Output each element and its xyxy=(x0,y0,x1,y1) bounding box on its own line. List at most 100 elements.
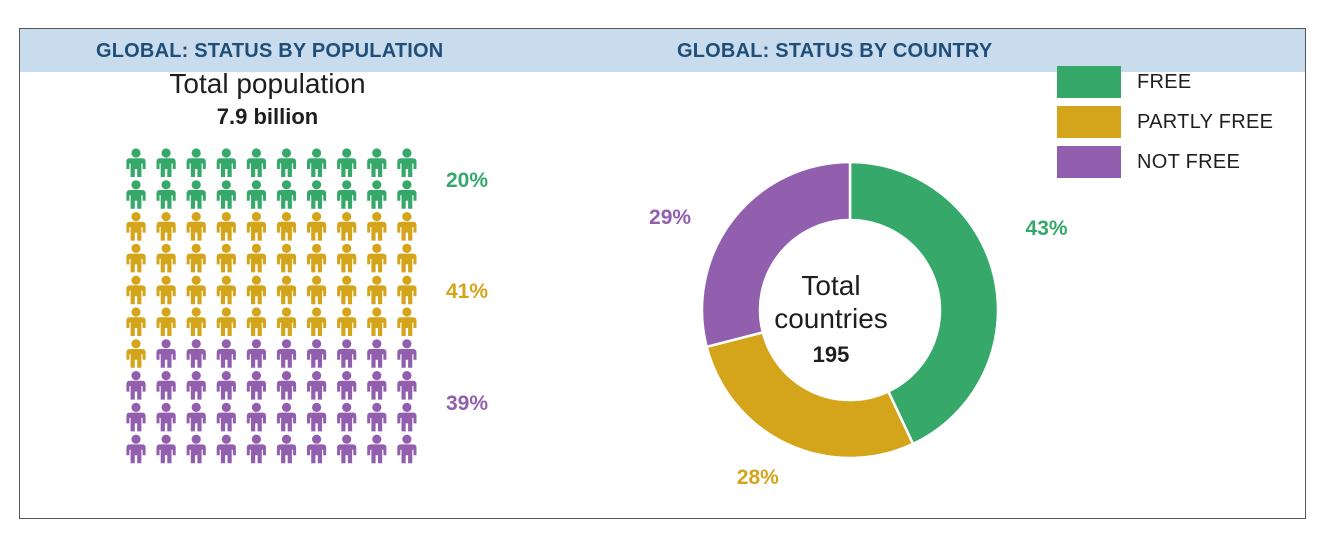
person-icon-free xyxy=(216,148,236,177)
person-icon-partly-free xyxy=(307,275,327,305)
person-icon-partly-free xyxy=(337,275,357,305)
person-icon-partly-free xyxy=(397,243,417,273)
person-icon-not-free xyxy=(246,402,266,432)
person-icon-free xyxy=(186,148,206,177)
free-population-percent: 20% xyxy=(446,168,489,192)
person-icon-partly-free xyxy=(126,275,146,305)
person-icon-partly-free xyxy=(126,212,146,241)
person-icon-partly-free xyxy=(216,275,236,305)
person-icon-partly-free xyxy=(246,275,266,305)
free-slice-label: 43% xyxy=(1025,217,1068,241)
person-icon-not-free xyxy=(126,434,146,464)
person-icon-partly-free xyxy=(216,212,236,241)
person-icon-partly-free xyxy=(276,275,297,305)
not-free-slice-label: 29% xyxy=(649,205,692,229)
person-icon-partly-free xyxy=(337,307,357,336)
person-icon-partly-free xyxy=(276,243,297,273)
person-icon-partly-free xyxy=(307,307,327,336)
person-icon-not-free xyxy=(216,402,236,432)
person-icon-not-free xyxy=(337,339,357,368)
person-icon-not-free xyxy=(216,371,236,400)
header-band: GLOBAL: STATUS BY POPULATION GLOBAL: STA… xyxy=(20,29,1305,72)
person-icon-not-free xyxy=(186,339,206,368)
person-icon-free xyxy=(126,148,146,177)
person-icon-partly-free xyxy=(126,339,146,368)
person-icon-partly-free xyxy=(186,243,206,273)
legend-label-not-free: NOT FREE xyxy=(1137,150,1241,173)
country-section-title: GLOBAL: STATUS BY COUNTRY xyxy=(677,40,993,62)
person-icon-free xyxy=(397,180,417,209)
person-icon-not-free xyxy=(397,339,417,368)
person-icon-partly-free xyxy=(307,212,327,241)
person-icon-partly-free xyxy=(186,212,206,241)
person-icon-partly-free xyxy=(186,307,206,336)
person-icon-not-free xyxy=(276,402,297,432)
person-icon-free xyxy=(397,148,417,177)
person-icon-partly-free xyxy=(367,307,387,336)
person-icon-free xyxy=(186,180,206,209)
person-icon-free xyxy=(307,148,327,177)
person-icon-not-free xyxy=(216,434,236,464)
person-icon-partly-free xyxy=(246,212,266,241)
person-icon-free xyxy=(337,180,357,209)
person-icon-not-free xyxy=(246,339,266,368)
legend-swatch-partly-free xyxy=(1057,106,1121,138)
donut-slice-not-free xyxy=(700,160,852,349)
person-icon-not-free xyxy=(156,402,176,432)
person-icon-partly-free xyxy=(246,243,266,273)
legend-label-partly-free: PARTLY FREE xyxy=(1137,110,1274,133)
person-icon-not-free xyxy=(337,434,357,464)
person-icon-free xyxy=(307,180,327,209)
person-icon-free xyxy=(126,180,146,209)
person-icon-not-free xyxy=(307,371,327,400)
person-icon-free xyxy=(216,180,236,209)
legend-label-free: FREE xyxy=(1137,70,1192,93)
person-icon-not-free xyxy=(156,339,176,368)
person-icon-partly-free xyxy=(397,275,417,305)
person-icon-partly-free xyxy=(156,212,176,241)
person-icon-free xyxy=(156,180,176,209)
person-icon-partly-free xyxy=(397,212,417,241)
person-icon-not-free xyxy=(397,402,417,432)
person-icon-not-free xyxy=(307,434,327,464)
person-icon-not-free xyxy=(246,371,266,400)
legend-item-not-free: NOT FREE xyxy=(1057,146,1273,178)
legend: FREE PARTLY FREE NOT FREE xyxy=(1057,66,1273,186)
partly-free-population-percent: 41% xyxy=(446,280,489,304)
person-icon-not-free xyxy=(397,434,417,464)
population-heading: Total population xyxy=(169,68,366,99)
person-icon-partly-free xyxy=(216,243,236,273)
person-icon-partly-free xyxy=(367,243,387,273)
donut-center-line2: countries xyxy=(774,303,888,334)
person-icon-partly-free xyxy=(156,275,176,305)
person-icon-not-free xyxy=(216,339,236,368)
person-icon-partly-free xyxy=(156,307,176,336)
donut-center-total: 195 xyxy=(812,342,850,367)
person-icon-not-free xyxy=(126,371,146,400)
person-icon-not-free xyxy=(337,402,357,432)
donut-slice-free xyxy=(848,160,1000,446)
person-icon-partly-free xyxy=(337,243,357,273)
person-icon-partly-free xyxy=(126,307,146,336)
legend-item-free: FREE xyxy=(1057,66,1273,98)
person-icon-partly-free xyxy=(216,307,236,336)
donut-slice-partly-free xyxy=(705,330,915,460)
legend-swatch-free xyxy=(1057,66,1121,98)
person-icon-not-free xyxy=(337,371,357,400)
person-icon-partly-free xyxy=(307,243,327,273)
person-icon-free xyxy=(246,148,266,177)
not-free-population-percent: 39% xyxy=(446,391,489,415)
person-icon-not-free xyxy=(126,402,146,432)
person-icon-not-free xyxy=(276,339,297,368)
person-icon-partly-free xyxy=(397,307,417,336)
country-donut-chart xyxy=(700,160,1000,460)
person-icon-not-free xyxy=(367,402,387,432)
person-icon-free xyxy=(156,148,176,177)
person-icon-partly-free xyxy=(186,275,206,305)
population-pictogram xyxy=(126,148,417,464)
person-icon-not-free xyxy=(397,371,417,400)
legend-swatch-not-free xyxy=(1057,146,1121,178)
donut-center-line1: Total xyxy=(801,270,861,301)
person-icon-partly-free xyxy=(156,243,176,273)
person-icon-free xyxy=(367,180,387,209)
